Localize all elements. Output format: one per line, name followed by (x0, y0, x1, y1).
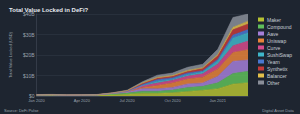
svg-text:Source: DeFi Pulse: Source: DeFi Pulse (4, 108, 39, 113)
svg-text:Curve: Curve (267, 45, 281, 51)
svg-text:Compound: Compound (267, 24, 292, 30)
svg-text:Total Value Locked in DeFi?: Total Value Locked in DeFi? (9, 7, 89, 13)
svg-text:Apr 2020: Apr 2020 (74, 98, 91, 103)
svg-text:$10B: $10B (23, 73, 35, 79)
svg-text:Jan 2020: Jan 2020 (28, 98, 45, 103)
svg-text:Digital Asset Data: Digital Asset Data (262, 108, 294, 113)
svg-text:Total Value Locked (USD): Total Value Locked (USD) (8, 31, 13, 77)
svg-text:SushiSwap: SushiSwap (267, 52, 292, 58)
svg-text:$0: $0 (29, 93, 35, 99)
svg-text:Jul 2020: Jul 2020 (120, 98, 136, 103)
svg-text:Oct 2020: Oct 2020 (164, 98, 181, 103)
svg-text:$40B: $40B (22, 11, 35, 17)
svg-text:Maker: Maker (267, 17, 281, 23)
svg-text:$30B: $30B (23, 32, 35, 38)
svg-text:Other: Other (267, 80, 280, 86)
svg-text:$20B: $20B (23, 52, 35, 58)
svg-text:Aave: Aave (267, 31, 279, 37)
svg-text:Balancer: Balancer (267, 73, 287, 79)
svg-text:Jan 2021: Jan 2021 (210, 98, 227, 103)
svg-text:Yearn: Yearn (267, 59, 280, 65)
svg-text:Synthetix: Synthetix (267, 66, 288, 72)
svg-text:Uniswap: Uniswap (267, 38, 286, 44)
